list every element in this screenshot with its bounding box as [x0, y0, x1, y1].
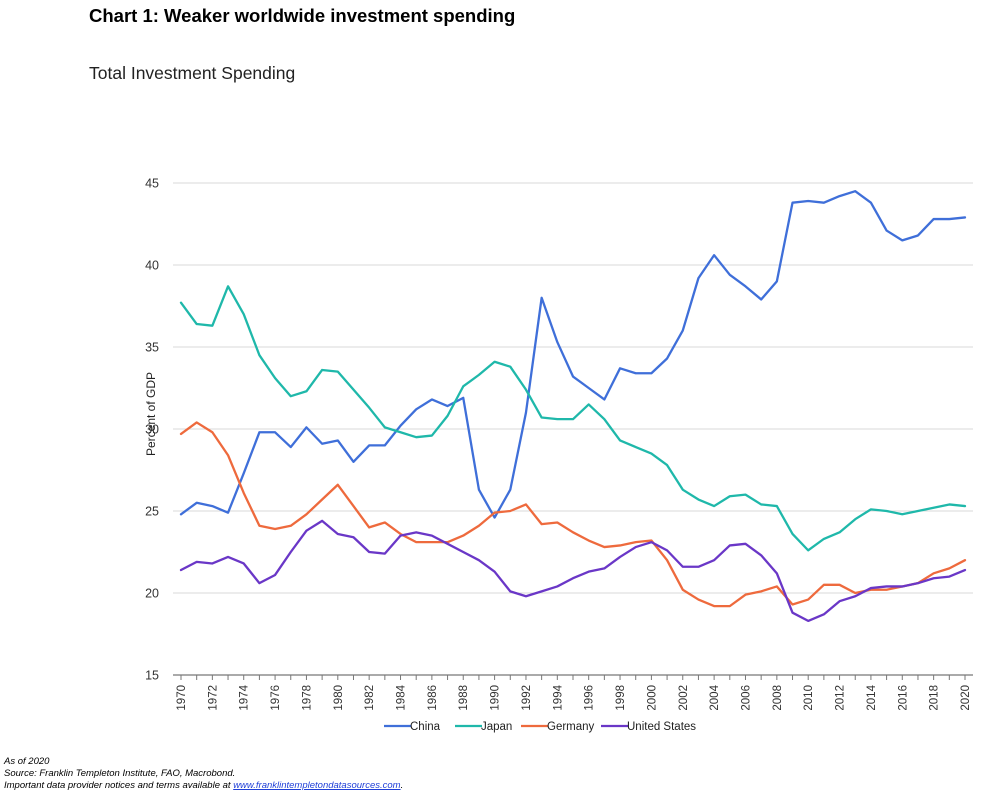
x-tick-label: 1982 — [364, 685, 376, 711]
legend-label-germany: Germany — [547, 721, 595, 733]
legend-label-united-states: United States — [627, 721, 696, 733]
data-sources-link[interactable]: www.franklintempletondatasources.com — [233, 780, 401, 791]
series-line-japan — [179, 285, 967, 552]
y-axis-title: Percent of GDP — [144, 372, 158, 456]
x-tick-label: 1994 — [552, 684, 564, 710]
x-tick-label: 2008 — [772, 685, 784, 711]
x-tick-label: 2020 — [960, 685, 972, 711]
y-tick-label: 25 — [145, 505, 159, 519]
x-tick-label: 1996 — [584, 685, 596, 711]
gridlines — [173, 182, 973, 676]
source-note: Source: Franklin Templeton Institute, FA… — [4, 768, 236, 779]
legend: China Japan Germany United States — [384, 721, 696, 733]
y-axis: 15 20 25 30 35 40 45 — [145, 177, 159, 683]
x-tick-label: 1974 — [239, 684, 251, 710]
as-of-note: As of 2020 — [4, 756, 50, 767]
x-tick-label: 1988 — [458, 685, 470, 711]
x-tick-label: 1976 — [270, 685, 282, 711]
x-tick-label: 1986 — [427, 685, 439, 711]
notice-prefix: Important data provider notices and term… — [4, 780, 234, 791]
x-tick-label: 2006 — [740, 685, 752, 711]
x-tick-label: 2000 — [646, 685, 658, 711]
x-tick-label: 1972 — [207, 685, 219, 711]
x-tick-label: 2012 — [835, 685, 847, 711]
x-tick-label: 1998 — [615, 685, 627, 711]
series-line-china — [179, 190, 967, 519]
series-line-germany — [179, 421, 967, 608]
x-tick-label: 1990 — [490, 685, 502, 711]
notice-line: Important data provider notices and term… — [4, 780, 403, 792]
series-line-united-states — [179, 519, 967, 623]
x-tick-label: 1980 — [333, 685, 345, 711]
legend-label-china: China — [410, 721, 441, 733]
x-tick-label: 2004 — [709, 684, 721, 710]
x-tick-label: 1984 — [396, 684, 408, 710]
footnotes: As of 2020 Source: Franklin Templeton In… — [4, 756, 403, 792]
chart-subtitle: Total Investment Spending — [89, 63, 296, 83]
chart-title: Chart 1: Weaker worldwide investment spe… — [89, 5, 516, 26]
notice-suffix: . — [400, 780, 404, 791]
series-lines — [179, 190, 967, 623]
y-tick-label: 15 — [145, 669, 159, 683]
y-tick-label: 35 — [145, 341, 159, 355]
y-tick-label: 20 — [145, 587, 159, 601]
y-tick-label: 40 — [145, 259, 159, 273]
x-tick-label: 2016 — [897, 685, 909, 711]
x-tick-label: 2018 — [929, 685, 941, 711]
x-tick-label: 2010 — [803, 685, 815, 711]
x-tick-label: 1992 — [521, 685, 533, 711]
x-tick-label: 2002 — [678, 685, 690, 711]
y-tick-label: 30 — [145, 423, 159, 437]
x-axis: 1970 1972 1974 1976 1978 1980 1982 1984 1986 1988… — [176, 675, 972, 711]
x-tick-label: 2014 — [866, 684, 878, 710]
y-tick-label: 45 — [145, 177, 159, 191]
legend-label-japan: Japan — [481, 721, 512, 733]
x-tick-label: 1978 — [301, 685, 313, 711]
x-tick-label: 1970 — [176, 685, 188, 711]
